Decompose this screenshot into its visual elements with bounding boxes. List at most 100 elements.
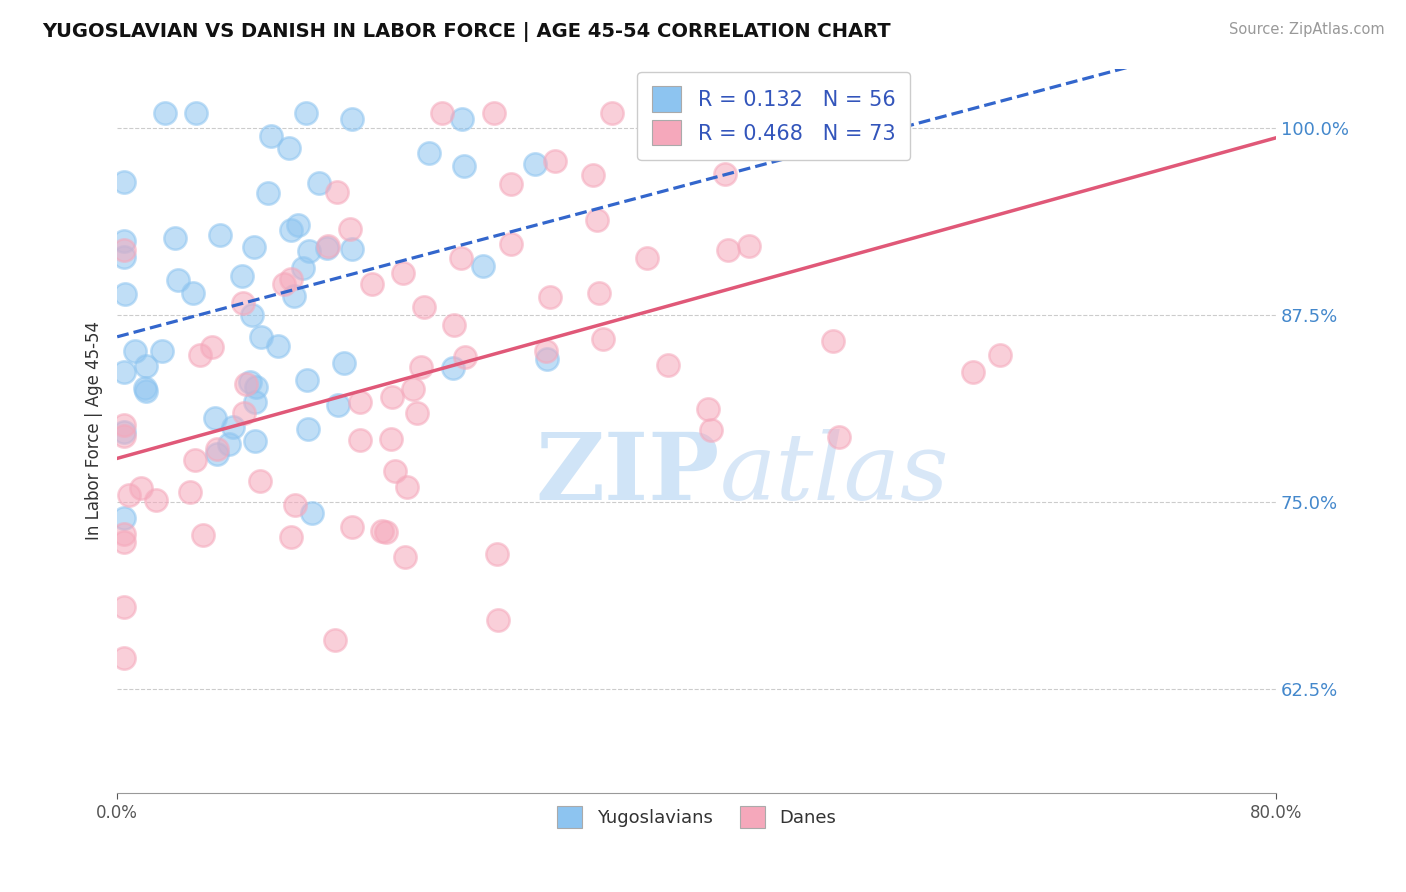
Point	[328, 398, 350, 412]
Point	[297, 422, 319, 436]
Point	[412, 300, 434, 314]
Point	[114, 650, 136, 665]
Point	[267, 339, 290, 353]
Text: ZIP: ZIP	[536, 429, 720, 519]
Point	[135, 384, 157, 398]
Point	[135, 359, 157, 374]
Point	[245, 380, 267, 394]
Point	[292, 260, 315, 275]
Point	[381, 390, 404, 404]
Point	[257, 186, 280, 200]
Point	[592, 332, 614, 346]
Point	[443, 318, 465, 332]
Point	[775, 106, 797, 120]
Point	[380, 432, 402, 446]
Point	[443, 360, 465, 375]
Point	[738, 239, 761, 253]
Point	[713, 167, 735, 181]
Point	[278, 140, 301, 154]
Point	[200, 340, 222, 354]
Point	[544, 154, 567, 169]
Point	[501, 177, 523, 191]
Point	[114, 234, 136, 248]
Point	[165, 231, 187, 245]
Point	[283, 289, 305, 303]
Point	[401, 382, 423, 396]
Point	[538, 289, 561, 303]
Point	[284, 498, 307, 512]
Point	[114, 286, 136, 301]
Point	[600, 106, 623, 120]
Point	[384, 464, 406, 478]
Point	[218, 437, 240, 451]
Legend: Yugoslavians, Danes: Yugoslavians, Danes	[550, 798, 844, 835]
Point	[280, 223, 302, 237]
Point	[295, 106, 318, 120]
Point	[232, 296, 254, 310]
Point	[114, 175, 136, 189]
Point	[297, 244, 319, 259]
Point	[454, 350, 477, 364]
Point	[239, 375, 262, 389]
Point	[243, 394, 266, 409]
Point	[114, 417, 136, 432]
Point	[588, 285, 610, 300]
Point	[118, 488, 141, 502]
Point	[316, 239, 339, 253]
Point	[233, 406, 256, 420]
Point	[124, 343, 146, 358]
Point	[411, 359, 433, 374]
Point	[222, 420, 245, 434]
Point	[114, 527, 136, 541]
Point	[114, 244, 136, 258]
Point	[280, 272, 302, 286]
Point	[323, 632, 346, 647]
Point	[208, 228, 231, 243]
Point	[349, 433, 371, 447]
Point	[339, 222, 361, 236]
Point	[166, 273, 188, 287]
Point	[114, 511, 136, 525]
Point	[482, 106, 505, 120]
Y-axis label: In Labor Force | Age 45-54: In Labor Force | Age 45-54	[86, 321, 103, 541]
Point	[471, 259, 494, 273]
Point	[450, 251, 472, 265]
Text: YUGOSLAVIAN VS DANISH IN LABOR FORCE | AGE 45-54 CORRELATION CHART: YUGOSLAVIAN VS DANISH IN LABOR FORCE | A…	[42, 22, 891, 42]
Point	[418, 146, 440, 161]
Point	[453, 159, 475, 173]
Point	[332, 356, 354, 370]
Point	[392, 266, 415, 280]
Point	[340, 242, 363, 256]
Point	[295, 373, 318, 387]
Point	[114, 365, 136, 379]
Point	[273, 277, 295, 291]
Point	[536, 351, 558, 366]
Point	[114, 428, 136, 442]
Point	[153, 106, 176, 120]
Point	[823, 334, 845, 349]
Point	[308, 176, 330, 190]
Point	[395, 480, 418, 494]
Point	[179, 485, 201, 500]
Point	[451, 112, 474, 127]
Point	[326, 186, 349, 200]
Point	[486, 613, 509, 627]
Point	[243, 240, 266, 254]
Point	[636, 251, 658, 265]
Point	[405, 406, 427, 420]
Point	[129, 481, 152, 495]
Point	[207, 447, 229, 461]
Point	[499, 236, 522, 251]
Point	[585, 213, 607, 227]
Point	[699, 423, 721, 437]
Point	[340, 112, 363, 127]
Point	[962, 365, 984, 379]
Point	[204, 411, 226, 425]
Point	[150, 344, 173, 359]
Point	[524, 157, 547, 171]
Point	[430, 106, 453, 120]
Point	[697, 402, 720, 417]
Point	[114, 534, 136, 549]
Point	[394, 549, 416, 564]
Point	[340, 520, 363, 534]
